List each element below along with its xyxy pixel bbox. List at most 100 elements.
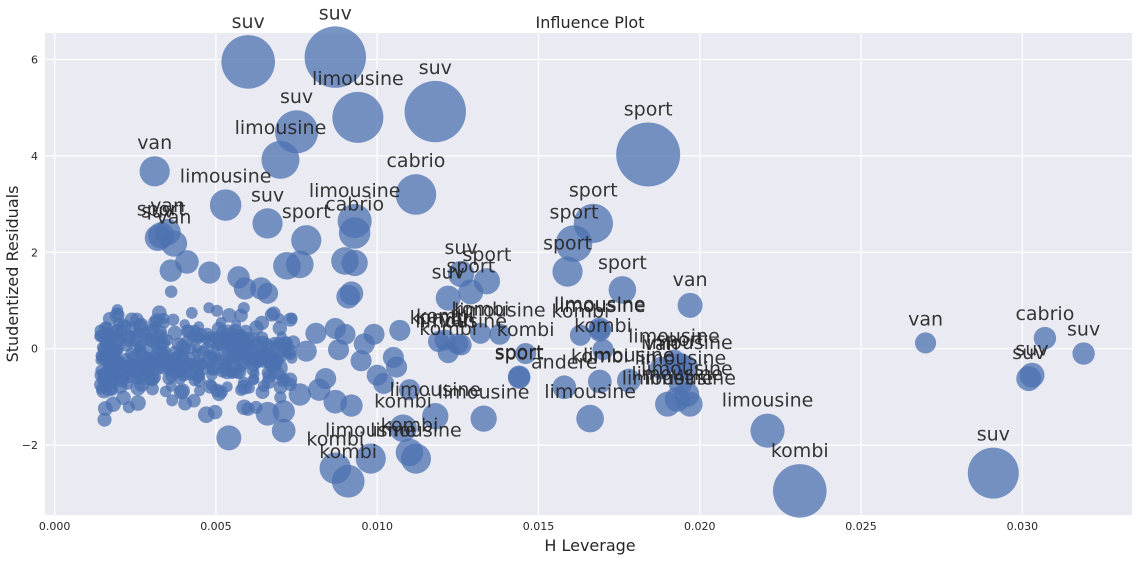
scatter-point <box>247 373 260 386</box>
scatter-point <box>209 189 242 221</box>
scatter-point <box>404 80 466 143</box>
scatter-point <box>214 385 228 399</box>
scatter-point <box>608 276 637 304</box>
x-axis-ticks: 0.000 0.005 0.010 0.015 0.020 0.025 0.030 <box>39 520 1038 533</box>
scatter-point <box>332 91 384 143</box>
scatter-point <box>167 325 183 341</box>
scatter-point <box>122 363 133 374</box>
point-label: limousine <box>641 332 733 354</box>
point-label: van <box>908 308 943 330</box>
scatter-point <box>160 230 188 257</box>
scatter-point <box>315 368 337 390</box>
scatter-point <box>166 313 180 326</box>
point-label: suv <box>251 184 284 206</box>
y-tick-label: 4 <box>31 150 38 163</box>
scatter-point <box>1072 342 1095 365</box>
x-axis-label: H Leverage <box>544 536 635 555</box>
scatter-point <box>193 321 205 332</box>
scatter-point <box>295 340 317 362</box>
x-tick-label: 0.025 <box>845 520 877 533</box>
scatter-point <box>323 389 348 414</box>
scatter-point <box>339 281 364 306</box>
point-label: limousine <box>312 68 404 90</box>
point-label: suv <box>319 2 352 24</box>
point-label: sport <box>598 252 647 274</box>
scatter-point <box>555 225 593 262</box>
point-label: sport <box>624 98 673 120</box>
scatter-point <box>341 249 368 277</box>
scatter-points <box>94 26 1095 518</box>
scatter-point <box>750 413 785 448</box>
scatter-point <box>203 336 216 349</box>
scatter-point <box>350 350 372 372</box>
x-tick-label: 0.000 <box>39 520 71 533</box>
scatter-point <box>130 395 146 411</box>
scatter-point <box>469 322 491 344</box>
scatter-point <box>272 400 295 423</box>
point-label: suv <box>419 57 452 79</box>
scatter-point <box>552 375 577 400</box>
scatter-point <box>145 373 158 386</box>
scatter-point <box>422 403 449 430</box>
scatter-point <box>205 379 217 391</box>
point-label: limousine <box>454 300 546 322</box>
point-label: sport <box>569 180 618 202</box>
scatter-point <box>437 342 459 364</box>
scatter-point <box>186 330 199 343</box>
point-label: limousine <box>544 381 636 403</box>
point-label: limousine <box>235 117 327 139</box>
point-label: van <box>157 206 192 228</box>
scatter-point <box>249 320 264 335</box>
scatter-point <box>113 379 128 394</box>
scatter-point <box>1033 326 1057 350</box>
point-label: limousine <box>370 420 462 442</box>
y-axis-ticks: −2 0 2 4 6 <box>22 54 38 453</box>
point-label: limousine <box>309 180 401 202</box>
point-label: suv <box>232 11 265 33</box>
scatter-point <box>221 308 237 323</box>
scatter-point <box>187 393 201 408</box>
x-tick-label: 0.010 <box>361 520 393 533</box>
scatter-point <box>291 225 322 256</box>
x-tick-label: 0.030 <box>1007 520 1039 533</box>
scatter-point <box>286 312 298 325</box>
scatter-point <box>275 342 287 353</box>
scatter-point <box>173 384 189 400</box>
scatter-point <box>319 452 352 484</box>
scatter-point <box>159 385 172 398</box>
point-labels: sportsuvsuvsuvkombilimousinesuvsuvcabrio… <box>137 2 1101 462</box>
scatter-point <box>171 357 186 372</box>
point-label: kombi <box>419 318 477 340</box>
scatter-point <box>138 326 150 338</box>
scatter-point <box>470 405 497 432</box>
scatter-point <box>489 323 511 345</box>
scatter-point <box>185 307 198 319</box>
scatter-point <box>260 347 274 361</box>
scatter-point <box>159 259 182 282</box>
scatter-point <box>150 346 166 361</box>
scatter-point <box>569 324 591 346</box>
point-label: suv <box>1012 342 1045 364</box>
scatter-point <box>398 379 421 401</box>
point-label: cabrio <box>325 193 384 215</box>
point-label: sport <box>495 342 544 364</box>
scatter-point <box>588 319 611 342</box>
scatter-point <box>288 383 312 406</box>
scatter-point <box>125 330 137 341</box>
point-label: suv <box>280 86 313 108</box>
point-label: kombi <box>374 390 432 412</box>
scatter-point <box>273 380 288 395</box>
point-label: kombi <box>571 346 629 368</box>
point-label: kombi <box>416 305 474 327</box>
point-label: van <box>673 269 708 291</box>
point-label: sport <box>137 198 186 220</box>
scatter-point <box>271 418 296 443</box>
scatter-point <box>136 347 149 360</box>
scatter-point <box>272 320 288 336</box>
scatter-point <box>389 414 417 443</box>
scatter-point <box>261 374 276 389</box>
scatter-point <box>236 399 253 416</box>
scatter-point <box>164 285 178 298</box>
scatter-point <box>111 308 124 321</box>
